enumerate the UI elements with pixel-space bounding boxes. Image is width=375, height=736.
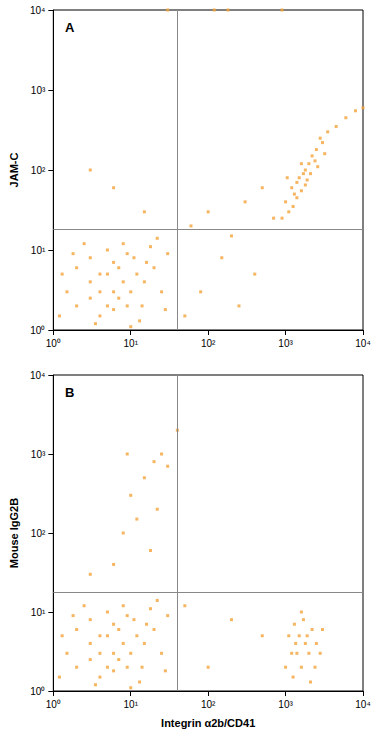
- svg-text:10³: 10³: [278, 699, 293, 710]
- svg-text:10²: 10²: [201, 699, 216, 710]
- svg-text:10⁴: 10⁴: [355, 699, 370, 710]
- svg-text:10⁰: 10⁰: [30, 686, 45, 697]
- svg-text:A: A: [65, 20, 75, 35]
- svg-text:10¹: 10¹: [124, 699, 139, 710]
- svg-text:10¹: 10¹: [31, 245, 46, 256]
- svg-text:10³: 10³: [278, 338, 293, 349]
- svg-text:10⁴: 10⁴: [355, 338, 370, 349]
- svg-text:10¹: 10¹: [124, 338, 139, 349]
- svg-text:10³: 10³: [31, 449, 46, 460]
- svg-text:10¹: 10¹: [31, 607, 46, 618]
- svg-text:Integrin α2b/CD41: Integrin α2b/CD41: [161, 717, 255, 729]
- svg-text:JAM-C: JAM-C: [8, 153, 20, 188]
- svg-text:B: B: [65, 385, 74, 400]
- svg-text:10⁰: 10⁰: [46, 699, 61, 710]
- svg-text:10³: 10³: [31, 85, 46, 96]
- svg-text:Mouse IgG2B: Mouse IgG2B: [8, 498, 20, 568]
- svg-text:10²: 10²: [31, 528, 46, 539]
- svg-text:10²: 10²: [201, 338, 216, 349]
- svg-text:10⁴: 10⁴: [30, 370, 45, 381]
- svg-text:10²: 10²: [31, 165, 46, 176]
- svg-text:10⁰: 10⁰: [30, 325, 45, 336]
- svg-text:10⁴: 10⁴: [30, 5, 45, 16]
- svg-text:10⁰: 10⁰: [46, 338, 61, 349]
